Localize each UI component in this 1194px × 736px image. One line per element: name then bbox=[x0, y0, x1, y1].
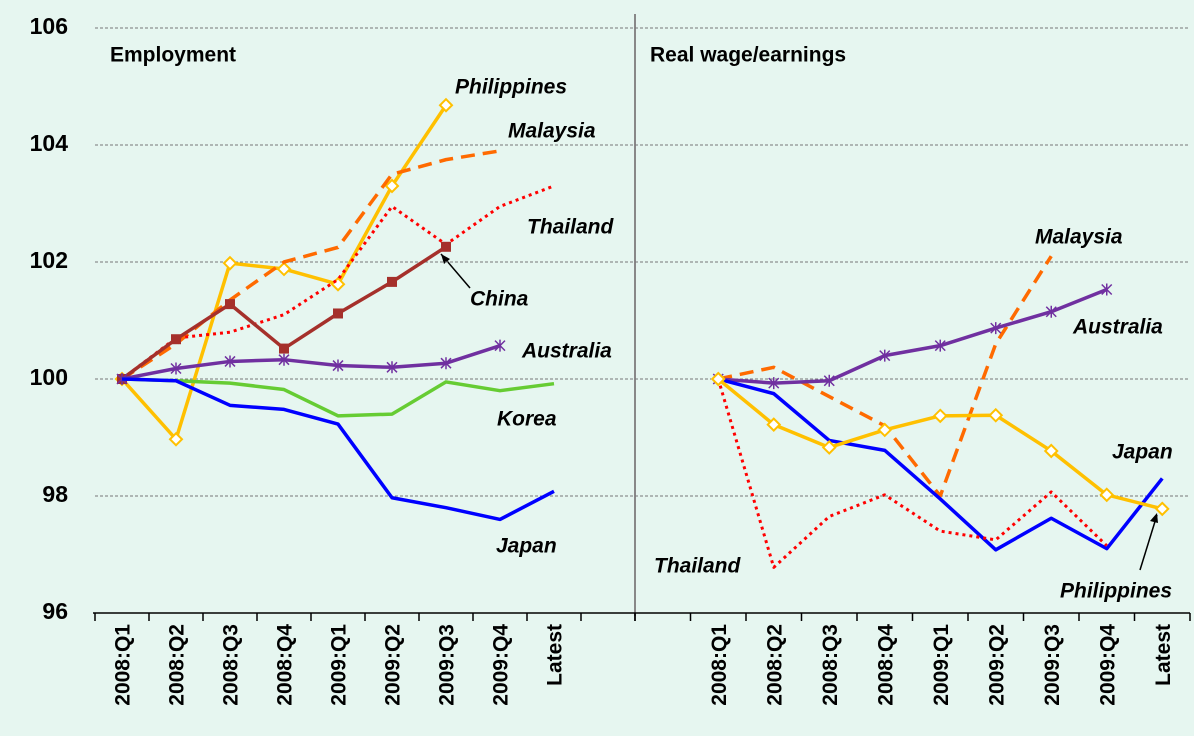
marker bbox=[932, 408, 948, 424]
series-label: Australia bbox=[1072, 316, 1163, 339]
marker bbox=[934, 339, 946, 352]
marker bbox=[438, 97, 454, 113]
marker bbox=[225, 299, 235, 310]
marker bbox=[879, 349, 891, 362]
x-tick-label: 2008:Q1 bbox=[708, 624, 731, 706]
marker bbox=[386, 361, 398, 374]
series-line bbox=[717, 377, 1163, 511]
y-tick-label: 104 bbox=[30, 130, 69, 156]
series-label: Korea bbox=[497, 408, 557, 431]
x-tick-label: 2009:Q4 bbox=[490, 624, 513, 706]
marker bbox=[168, 431, 184, 447]
series-line bbox=[121, 343, 501, 381]
series-line bbox=[121, 184, 555, 381]
marker bbox=[710, 371, 726, 387]
series-label: Philippines bbox=[1060, 580, 1172, 603]
marker bbox=[494, 339, 506, 352]
panel-title: Real wage/earnings bbox=[650, 44, 846, 67]
marker bbox=[990, 322, 1002, 335]
marker bbox=[1043, 443, 1059, 459]
marker bbox=[1099, 487, 1115, 503]
marker bbox=[276, 261, 292, 277]
series-label: Philippines bbox=[455, 76, 567, 99]
series-label: Japan bbox=[1112, 441, 1173, 464]
series-line bbox=[717, 255, 1053, 498]
x-tick-label: 2009:Q1 bbox=[930, 624, 953, 706]
marker bbox=[224, 355, 236, 368]
x-tick-label: 2009:Q2 bbox=[382, 624, 405, 706]
marker bbox=[1045, 305, 1057, 318]
x-tick-label: 2009:Q3 bbox=[1041, 624, 1064, 706]
marker bbox=[440, 357, 452, 370]
x-tick-label: Latest bbox=[544, 624, 567, 686]
arrow-head bbox=[441, 254, 450, 264]
marker bbox=[821, 440, 837, 455]
marker bbox=[766, 417, 782, 433]
series-label: Thailand bbox=[527, 216, 615, 239]
y-tick-label: 98 bbox=[42, 481, 68, 507]
marker bbox=[387, 276, 397, 287]
y-tick-label: 106 bbox=[30, 13, 68, 39]
series-label: Japan bbox=[496, 535, 557, 558]
y-tick-label: 100 bbox=[30, 364, 68, 390]
marker bbox=[768, 377, 780, 390]
marker bbox=[441, 241, 451, 252]
series-label: China bbox=[470, 288, 529, 311]
marker bbox=[988, 407, 1004, 423]
marker bbox=[332, 359, 344, 372]
x-tick-label: 2009:Q1 bbox=[328, 624, 351, 706]
x-tick-label: 2009:Q4 bbox=[1096, 624, 1119, 706]
marker bbox=[877, 422, 893, 438]
marker bbox=[171, 334, 181, 345]
x-tick-label: 2008:Q3 bbox=[220, 624, 243, 706]
series-line bbox=[717, 377, 1164, 552]
marker bbox=[333, 308, 343, 319]
series-label: Malaysia bbox=[1035, 226, 1123, 249]
series-line bbox=[121, 377, 555, 418]
marker bbox=[823, 374, 835, 387]
y-tick-label: 102 bbox=[30, 247, 68, 273]
arrow bbox=[1139, 514, 1158, 571]
marker bbox=[1154, 501, 1170, 517]
marker bbox=[278, 353, 290, 366]
marker bbox=[279, 343, 289, 354]
x-tick-label: Latest bbox=[1152, 624, 1175, 686]
series-line bbox=[121, 377, 555, 522]
series-line bbox=[718, 287, 1108, 385]
series-line bbox=[121, 149, 501, 381]
arrow-head bbox=[1150, 513, 1158, 523]
panel-title: Employment bbox=[110, 44, 236, 67]
x-tick-label: 2008:Q2 bbox=[763, 624, 786, 706]
series-label: Australia bbox=[521, 340, 612, 363]
marker bbox=[1101, 283, 1113, 296]
x-tick-label: 2008:Q1 bbox=[112, 624, 135, 706]
series-label: Malaysia bbox=[508, 120, 596, 143]
x-tick-label: 2008:Q4 bbox=[874, 624, 897, 706]
x-tick-label: 2009:Q3 bbox=[436, 624, 459, 706]
marker bbox=[384, 178, 400, 194]
x-tick-label: 2008:Q4 bbox=[274, 624, 297, 706]
y-tick-label: 96 bbox=[42, 598, 68, 624]
series-line bbox=[716, 378, 1108, 569]
x-tick-label: 2008:Q2 bbox=[166, 624, 189, 706]
series-label: Thailand bbox=[654, 555, 742, 578]
marker bbox=[222, 255, 238, 271]
x-tick-label: 2008:Q3 bbox=[819, 624, 842, 706]
marker bbox=[170, 362, 182, 375]
x-tick-label: 2009:Q2 bbox=[985, 624, 1008, 706]
